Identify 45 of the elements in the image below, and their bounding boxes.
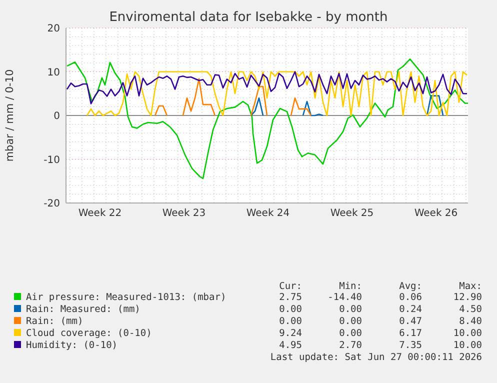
text: 10.00 — [453, 340, 482, 351]
line-series — [66, 71, 468, 104]
y-tick-label: 20 — [47, 24, 60, 34]
legend-label: Humidity: (0-10) — [26, 340, 118, 351]
text: 0.00 — [279, 316, 302, 327]
x-tick-label: Week 24 — [246, 208, 290, 219]
legend-label: Air pressure: Measured-1013: (mbar) — [26, 292, 226, 303]
y-tick-label: 0 — [54, 111, 60, 122]
line-series — [66, 58, 469, 180]
chart-title: Enviromental data for Isebakke - by month — [109, 10, 388, 25]
text: 0.00 — [339, 316, 362, 327]
text: Last update: Sat Jun 27 00:00:11 2026 — [270, 352, 482, 363]
text: 2.75 — [279, 292, 302, 303]
y-axis-title: mbar / mm / 0-10 — [4, 69, 16, 162]
legend-label: Rain: (mm) — [26, 316, 84, 327]
text: Min: — [339, 281, 362, 292]
text: 0.00 — [339, 304, 362, 315]
text: 0.00 — [339, 328, 362, 339]
x-tick-label: Week 25 — [330, 208, 374, 219]
x-tick-label: Week 26 — [414, 208, 458, 219]
y-tick-label: 10 — [47, 67, 60, 78]
text: Avg: — [399, 281, 422, 292]
y-tick-label: -20 — [44, 198, 60, 210]
text: 8.40 — [459, 316, 482, 327]
text: 6.17 — [399, 328, 422, 339]
x-tick-label: Week 23 — [162, 208, 206, 219]
line-series — [86, 71, 468, 116]
text: Max: — [459, 281, 482, 292]
text: 0.06 — [399, 292, 422, 303]
legend-label: Rain: Measured: (mm) — [26, 304, 140, 315]
text: 0.00 — [279, 304, 302, 315]
x-tick-label: Week 22 — [78, 208, 122, 219]
text: Cur: — [279, 281, 302, 292]
text: 2.70 — [339, 340, 362, 351]
text: 0.47 — [399, 316, 422, 327]
text: 4.95 — [279, 340, 302, 351]
text: 7.35 — [399, 340, 422, 351]
text: 10.00 — [453, 328, 482, 339]
legend-label: Cloud coverage: (0-10) — [26, 328, 152, 339]
text: 9.24 — [279, 328, 302, 339]
y-tick-label: -10 — [44, 154, 60, 166]
text: -14.40 — [328, 292, 362, 303]
text: 4.50 — [459, 304, 482, 315]
text: 12.90 — [453, 292, 482, 303]
text: 0.24 — [399, 304, 422, 315]
